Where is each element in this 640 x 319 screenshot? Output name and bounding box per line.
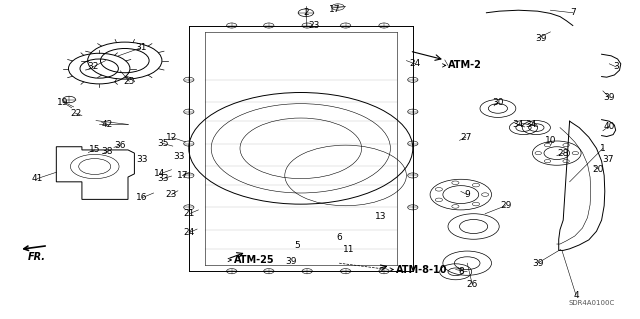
Text: 41: 41 [31, 174, 43, 183]
Text: 28: 28 [557, 149, 569, 158]
Text: 16: 16 [136, 193, 148, 202]
Text: 10: 10 [545, 136, 556, 145]
Text: 42: 42 [102, 120, 113, 129]
Text: SDR4A0100C: SDR4A0100C [568, 300, 614, 306]
Text: ATM-2: ATM-2 [448, 60, 482, 70]
Text: 23: 23 [308, 21, 319, 30]
Text: 29: 29 [500, 201, 511, 210]
Text: 21: 21 [184, 209, 195, 218]
Text: 2: 2 [303, 8, 308, 17]
Text: 17: 17 [329, 5, 340, 14]
Text: 34: 34 [513, 120, 524, 129]
Text: 39: 39 [604, 93, 615, 102]
Text: 31: 31 [135, 43, 147, 52]
Text: ATM-25: ATM-25 [234, 255, 274, 265]
Text: 4: 4 [573, 291, 579, 300]
Text: 23: 23 [166, 190, 177, 199]
Text: 25: 25 [124, 77, 135, 86]
Text: 22: 22 [70, 109, 81, 118]
Text: 8: 8 [458, 267, 463, 276]
Text: 39: 39 [535, 34, 547, 43]
Text: 3: 3 [614, 63, 619, 71]
Text: 39: 39 [532, 259, 543, 268]
Text: 33: 33 [136, 155, 148, 164]
Text: FR.: FR. [28, 252, 46, 262]
Text: 9: 9 [465, 190, 470, 199]
Text: 13: 13 [375, 212, 387, 221]
Text: ATM-8-10: ATM-8-10 [396, 264, 447, 275]
Text: 7: 7 [570, 8, 575, 17]
Text: 38: 38 [102, 147, 113, 156]
Text: 5: 5 [295, 241, 300, 250]
Text: 14: 14 [154, 169, 166, 178]
Text: 36: 36 [115, 141, 126, 150]
Text: 30: 30 [492, 98, 504, 107]
Text: 6: 6 [337, 233, 342, 242]
Text: 39: 39 [285, 257, 297, 266]
Text: 27: 27 [460, 133, 472, 142]
Text: 40: 40 [604, 122, 615, 130]
Text: 19: 19 [57, 98, 68, 107]
Text: 32: 32 [87, 63, 99, 71]
Text: 24: 24 [183, 228, 195, 237]
Text: 26: 26 [467, 280, 478, 289]
Text: 1: 1 [600, 144, 605, 153]
Text: 24: 24 [409, 59, 420, 68]
Text: 15: 15 [89, 145, 100, 154]
Text: 17: 17 [177, 171, 188, 180]
Text: 12: 12 [166, 133, 177, 142]
Text: 33: 33 [173, 152, 185, 161]
Text: 35: 35 [157, 139, 169, 148]
Text: 20: 20 [593, 165, 604, 174]
Text: 34: 34 [525, 120, 537, 129]
Text: 11: 11 [343, 245, 355, 254]
Text: 37: 37 [602, 155, 614, 164]
Text: 33: 33 [157, 174, 169, 183]
